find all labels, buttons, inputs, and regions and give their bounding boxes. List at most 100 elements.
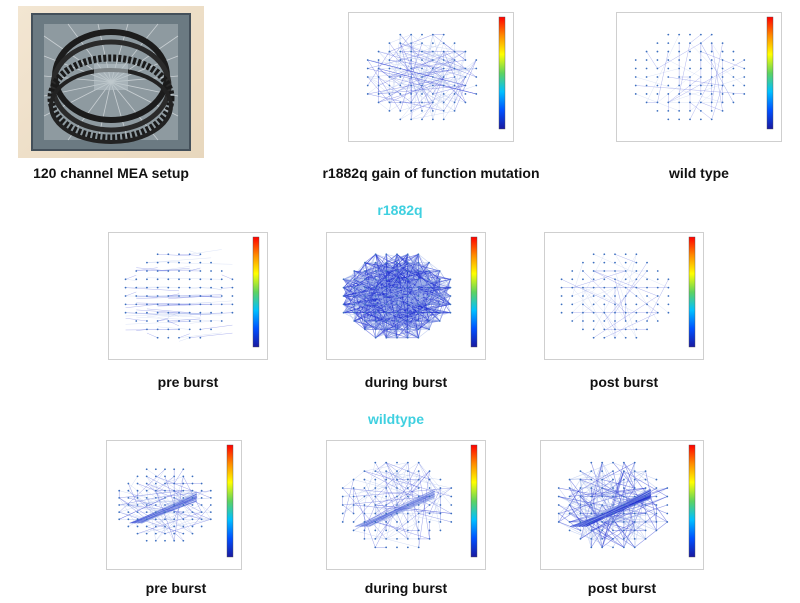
network-edge: [119, 511, 184, 534]
electrode-node: [341, 495, 344, 498]
network-edge: [400, 76, 455, 112]
electrode-node: [352, 504, 355, 506]
network-edge: [359, 496, 435, 527]
electrode-node: [178, 328, 180, 331]
network-edge: [367, 59, 466, 86]
electrode-node: [699, 93, 702, 95]
network-edge: [200, 324, 233, 330]
network-edge: [139, 500, 197, 524]
electrode-node: [406, 521, 409, 523]
electrode-node: [167, 286, 170, 289]
electrode-node: [167, 295, 170, 297]
electrode-node: [590, 521, 593, 523]
electrode-node: [385, 311, 388, 314]
electrode-node: [614, 286, 616, 289]
electrode-node: [428, 320, 430, 322]
electrode-node: [571, 295, 574, 297]
network-edge: [396, 530, 409, 540]
electrode-node: [635, 320, 638, 322]
electrode-node: [135, 303, 138, 306]
electrode-node: [678, 76, 681, 78]
network-edge: [361, 492, 435, 527]
electrode-node: [385, 286, 388, 289]
network-edge: [366, 491, 435, 527]
electrode-node: [421, 50, 423, 53]
network-edge: [443, 76, 466, 103]
electrode-node: [154, 468, 157, 471]
network-edge: [146, 260, 180, 263]
network-edge: [130, 496, 197, 524]
electrode-node: [721, 84, 724, 87]
network-edge: [157, 266, 190, 272]
electrode-node: [428, 512, 431, 515]
electrode-node: [421, 84, 423, 87]
network-edge: [700, 42, 734, 103]
network-edge: [700, 102, 723, 112]
electrode-node: [656, 286, 659, 289]
electrode-node: [182, 475, 185, 478]
electrode-node: [645, 84, 648, 87]
electrode-node: [699, 42, 702, 44]
network-plot-wildtype-post-burst: [540, 440, 704, 570]
network-edge: [353, 487, 430, 514]
electrode-node: [145, 539, 148, 542]
electrode-node: [428, 261, 430, 264]
network-edge: [590, 462, 603, 514]
network-edge: [133, 497, 197, 524]
network-edge: [614, 279, 626, 322]
electrode-node: [612, 461, 614, 464]
electrode-node: [614, 261, 616, 264]
electrode-node: [156, 320, 159, 322]
network-edge: [558, 487, 646, 514]
network-edge: [354, 278, 387, 288]
electrode-node: [612, 546, 614, 549]
electrode-node: [667, 101, 670, 104]
electrode-node: [421, 101, 423, 104]
electrode-node: [568, 504, 571, 506]
electrode-node: [199, 286, 202, 289]
network-edge: [192, 511, 211, 520]
network-edge: [410, 76, 444, 112]
electrode-node: [417, 546, 420, 549]
network-edge: [385, 479, 419, 523]
electrode-node: [417, 538, 420, 540]
electrode-node: [667, 295, 670, 297]
electrode-node: [210, 311, 212, 314]
network-edge: [368, 494, 435, 527]
caption-r1882q-post-burst: post burst: [589, 374, 659, 390]
electrode-node: [601, 512, 604, 515]
network-edge: [168, 312, 180, 317]
electrode-node: [178, 336, 180, 339]
network-edge: [378, 68, 477, 95]
electrode-node: [603, 278, 606, 281]
electrode-node: [374, 261, 377, 264]
electrode-node: [579, 512, 582, 515]
electrode-node: [622, 495, 625, 498]
network-edge: [164, 519, 211, 534]
electrode-node: [475, 59, 478, 61]
electrode-node: [374, 270, 377, 272]
electrode-node: [428, 538, 431, 540]
network-edge: [375, 470, 430, 540]
electrode-node: [188, 303, 191, 306]
network-edge: [155, 490, 193, 527]
network-plot-r1882q-pre-burst: [108, 232, 268, 360]
electrode-node: [135, 278, 138, 281]
network-edge: [407, 279, 441, 322]
electrode-node: [406, 328, 409, 331]
network-edge: [418, 329, 430, 339]
network-edge: [439, 279, 451, 313]
electrode-node: [145, 475, 148, 478]
network-edge: [389, 51, 401, 111]
network-edge: [132, 497, 197, 524]
network-edge: [429, 496, 441, 514]
electrode-node: [635, 270, 638, 272]
network-plot-wildtype-during-burst: [326, 440, 486, 570]
electrode-node: [710, 84, 713, 87]
electrode-node: [353, 311, 356, 314]
network-edge: [421, 34, 444, 78]
electrode-node: [154, 489, 157, 492]
network-edge: [396, 487, 452, 514]
electrode-node: [612, 495, 614, 498]
network-edge: [155, 469, 166, 484]
